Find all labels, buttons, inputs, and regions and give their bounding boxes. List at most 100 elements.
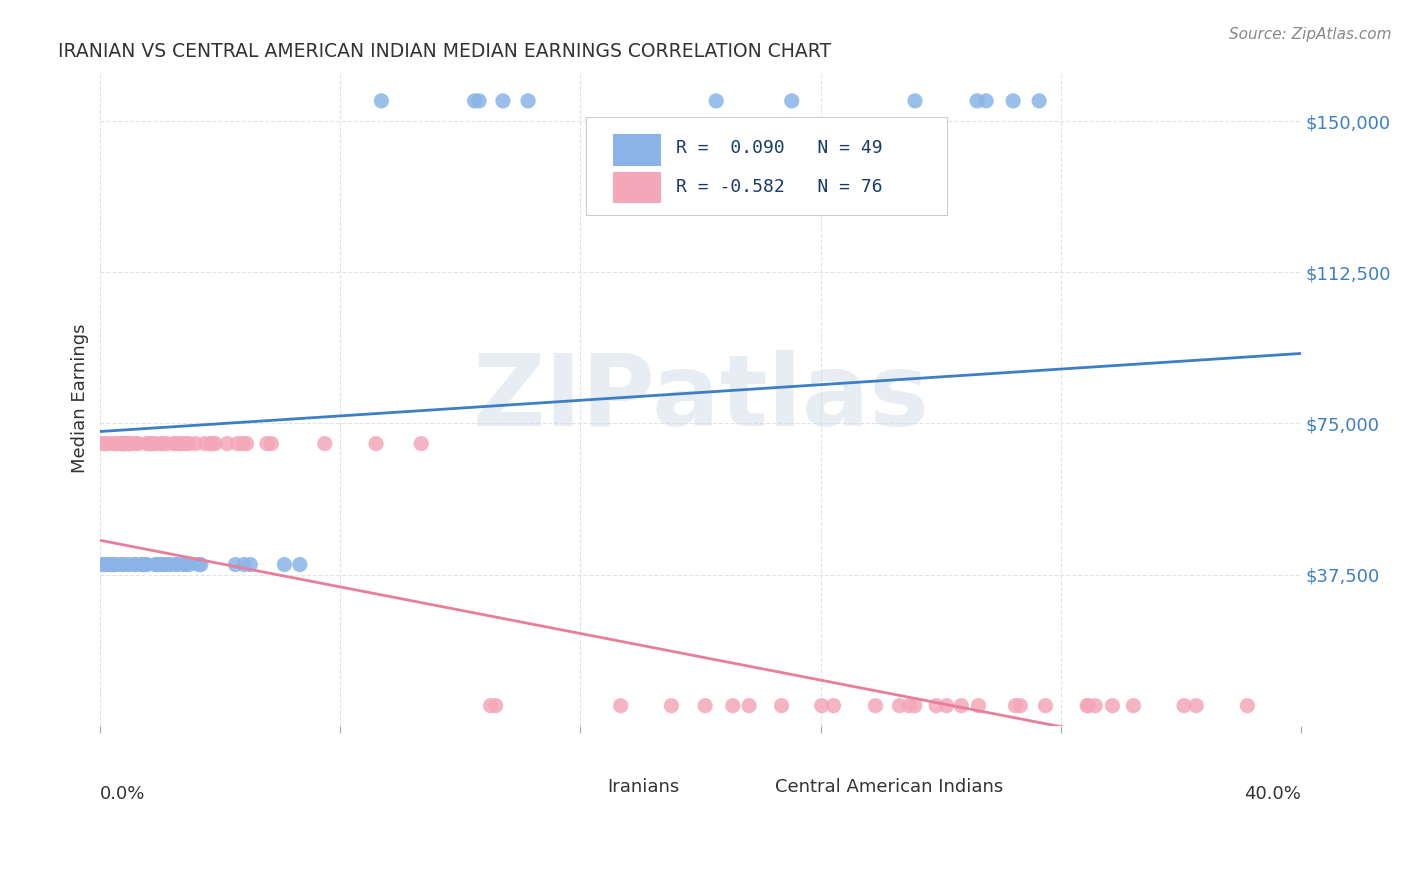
Point [517,94,540,108]
Point [904,698,927,713]
Point [132,558,155,572]
Point [118,436,141,450]
Point [823,698,845,713]
Point [314,436,336,450]
Point [124,558,146,572]
Point [1185,698,1208,713]
Text: Source: ZipAtlas.com: Source: ZipAtlas.com [1229,27,1392,42]
Point [174,558,197,572]
Point [136,558,159,572]
Point [104,558,127,572]
Point [479,698,502,713]
Point [695,698,717,713]
Point [721,698,744,713]
Point [165,558,187,572]
Point [492,94,515,108]
FancyBboxPatch shape [586,117,946,215]
Point [134,558,156,572]
Point [165,436,187,450]
Point [464,94,486,108]
Point [177,436,200,450]
Point [146,558,169,572]
Point [117,436,139,450]
Point [177,558,200,572]
Point [111,436,134,450]
Point [935,698,957,713]
Text: 0.0%: 0.0% [100,785,146,803]
Point [150,436,173,450]
Point [146,558,169,572]
Point [1004,698,1026,713]
Point [111,436,134,450]
Point [370,94,392,108]
Point [105,436,128,450]
Point [159,558,181,572]
Point [1084,698,1107,713]
Text: R =  0.090   N = 49: R = 0.090 N = 49 [676,139,883,157]
Point [143,436,166,450]
Point [94,558,117,572]
Point [141,436,163,450]
Point [468,94,491,108]
Point [1122,698,1144,713]
Point [1002,94,1025,108]
Point [273,558,295,572]
Point [110,558,132,572]
Point [112,436,135,450]
Point [103,558,125,572]
Point [98,558,121,572]
Point [256,436,278,450]
Point [104,436,127,450]
Point [226,436,249,450]
Y-axis label: Median Earnings: Median Earnings [72,324,89,473]
Point [235,436,257,450]
Point [94,436,117,450]
Point [200,436,222,450]
Point [1010,698,1032,713]
Point [150,436,173,450]
Point [904,94,927,108]
Point [149,558,172,572]
Point [125,436,148,450]
Point [117,558,139,572]
Point [100,558,122,572]
Point [233,558,256,572]
Point [780,94,803,108]
Point [770,698,793,713]
Point [93,558,115,572]
Point [110,436,132,450]
Point [288,558,311,572]
FancyBboxPatch shape [557,775,599,797]
Point [1077,698,1099,713]
Point [898,698,921,713]
Point [194,436,217,450]
Text: R = -0.582   N = 76: R = -0.582 N = 76 [676,178,883,196]
Point [974,94,997,108]
Point [1101,698,1123,713]
FancyBboxPatch shape [724,775,766,797]
Point [93,436,115,450]
Text: IRANIAN VS CENTRAL AMERICAN INDIAN MEDIAN EARNINGS CORRELATION CHART: IRANIAN VS CENTRAL AMERICAN INDIAN MEDIA… [58,42,831,61]
Point [174,436,197,450]
Point [217,436,239,450]
Point [1236,698,1258,713]
Point [132,558,155,572]
Point [950,698,973,713]
Point [170,436,193,450]
Point [135,436,157,450]
Point [889,698,911,713]
Point [232,436,254,450]
FancyBboxPatch shape [613,171,661,203]
Point [201,436,224,450]
Point [411,436,433,450]
Point [704,94,727,108]
Point [1035,698,1057,713]
Point [364,436,387,450]
Point [661,698,683,713]
Point [112,436,135,450]
Point [124,558,146,572]
Point [93,436,115,450]
Point [152,558,174,572]
Point [131,558,153,572]
Point [184,436,207,450]
